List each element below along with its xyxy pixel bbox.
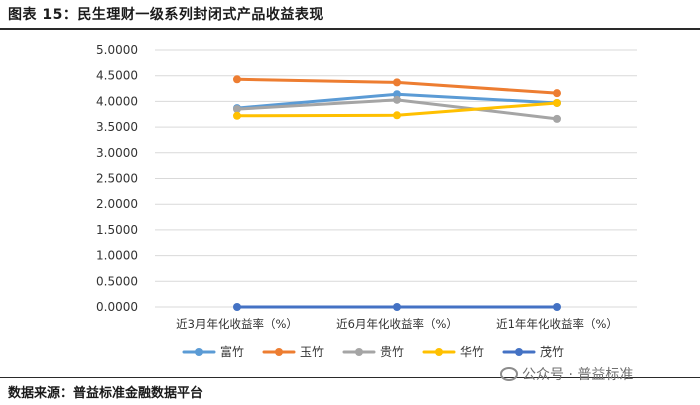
data-point [393,95,401,104]
x-tick-label: 近3月年化收益率（%） [176,317,298,331]
data-point [393,90,401,99]
x-axis-ticks: 近3月年化收益率（%） 近6月年化收益率（%） 近1年年化收益率（%） [176,317,618,331]
legend-swatch-marker [515,348,523,356]
legend-label: 茂竹 [540,345,564,359]
legend-swatch-marker [195,348,203,356]
y-tick-label: 4.0000 [96,94,138,108]
data-point [393,303,401,311]
legend-swatch-marker [355,348,363,356]
legend-label: 富竹 [220,344,244,359]
legend-label: 玉竹 [300,345,324,359]
data-point [553,98,561,107]
legend-label: 华竹 [460,345,484,359]
y-tick-label: 0.0000 [96,300,138,314]
data-source: 数据来源：普益标准金融数据平台 [8,386,204,401]
legend-swatch-marker [435,348,443,356]
data-point [553,89,561,98]
watermark: 公众号 · 普益标准 [500,364,633,384]
y-tick-label: 3.5000 [96,120,138,134]
title-divider [0,28,700,30]
legend: 富竹 玉竹 贵竹 华竹 茂竹 [182,344,564,359]
series-lines [233,75,561,311]
footer-divider [0,377,700,378]
line-chart: 0.0000 0.5000 1.0000 1.5000 2.0000 2.5000 3.00… [96,43,637,359]
y-tick-label: 2.5000 [96,172,138,186]
y-tick-label: 5.0000 [96,43,138,57]
y-tick-label: 1.5000 [96,223,138,237]
watermark-text: 公众号 · 普益标准 [522,367,634,383]
gridlines [155,49,637,308]
y-axis-ticks: 0.0000 0.5000 1.0000 1.5000 2.0000 2.5000 3.00… [96,43,138,314]
data-point [553,114,561,123]
data-point [553,303,561,311]
data-point [233,105,241,114]
data-point [233,75,241,84]
x-tick-label: 近6月年化收益率（%） [336,317,458,331]
data-point [233,111,241,120]
y-tick-label: 3.0000 [96,146,138,160]
legend-swatch-marker [275,348,283,356]
legend-label: 贵竹 [380,345,404,359]
y-tick-label: 2.0000 [96,197,138,211]
y-tick-label: 4.5000 [96,69,138,83]
data-point [393,78,401,87]
y-tick-label: 1.0000 [96,249,138,263]
wechat-icon [500,367,518,381]
data-point [233,303,241,311]
x-tick-label: 近1年年化收益率（%） [496,317,618,331]
y-tick-label: 0.5000 [96,274,138,288]
data-point [393,111,401,120]
chart-title: 图表 15：民生理财一级系列封闭式产品收益表现 [8,7,324,23]
